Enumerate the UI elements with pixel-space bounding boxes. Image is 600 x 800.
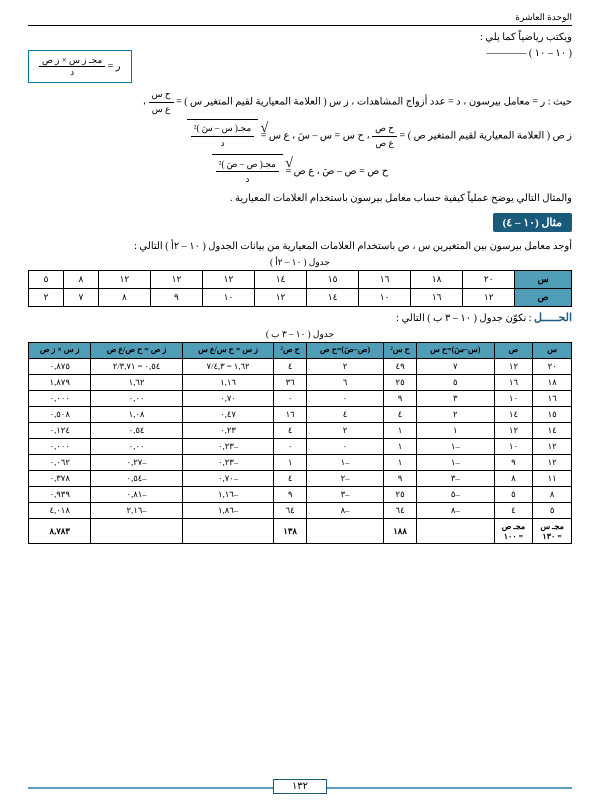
table2-caption: جدول ( ١٠ – ٣ ب ): [28, 329, 572, 340]
where-line: حيث : ر = معامل بيرسون ، د = عدد أزواج ا…: [28, 88, 572, 116]
example-badge: مثال (١٠ – ٤): [493, 213, 572, 232]
table-row: ١٤١٢١١٢٤٠,٢٣٠,٥٤٠,١٢٤: [29, 423, 572, 439]
zy-line: ز ص ( العلامة المعيارية لقيم المتغير ص )…: [28, 119, 572, 150]
unit-header: الوحدة العاشرة: [28, 12, 572, 26]
solution-line: الحـــــل : نكوّن جدول ( ١٠ – ٣ ب ) التا…: [28, 310, 572, 327]
table-row: ١٨١٦٥٢٥٦٣٦١,١٦١,٦٢١,٨٧٩: [29, 375, 572, 391]
table-row: ٥٤–٨٦٤–٨٦٤–١,٨٦–٢,١٦٤,٠١٨: [29, 503, 572, 519]
table-row: ٨٥–٥٢٥–٣٩–١,١٦–٠,٨١٠,٩٣٩: [29, 487, 572, 503]
table-row: ١٦١٠٣٩٠٠٠,٧٠٠,٠٠٠,٠٠٠: [29, 391, 572, 407]
table-row: ١٢٩–١١–١١–٠,٢٣–٠,٢٧٠,٠٦٢: [29, 455, 572, 471]
table-row: ١٢١٠–١١٠٠–٠,٢٣٠,٠٠٠,٠٠٠: [29, 439, 572, 455]
data-table-2: س ص (س–سَ)=ح س ح س² (ص–صَ)=ح ص ح ص² ز س …: [28, 342, 572, 544]
page-number: ١٣٢: [273, 779, 327, 794]
intro-line: ويكتب رياضياً كما يلي :: [28, 30, 572, 45]
table-row: ١٥١٤٢٤٤١٦٠,٤٧١,٠٨٠,٥٠٨: [29, 407, 572, 423]
table-row: ١١٨–٣٩–٢٤–٠,٧٠–٠,٥٤٠,٣٧٨: [29, 471, 572, 487]
main-formula: ر = مجـ ز س × ز صد: [28, 50, 132, 83]
data-table-1: س ٢٠١٨١٦١٥١٤١٢١٢١٢٨٥ ص ١٢١٦١٠١٤١٢١٠٩٨٧٢: [28, 270, 572, 307]
table-row: ٢٠١٢٧٤٩٢٤١,٦٢ = ٧/٤,٣٠,٥٤ = ٢/٣,٧١٠,٨٧٥: [29, 359, 572, 375]
example-prompt: أوجد معامل بيرسون بين المتغيرين س ، ص با…: [28, 239, 572, 254]
hy-block: ح ص = ص – صَ ، ع ص = مجـ( ص – صَ )²د: [28, 154, 572, 187]
table1-caption: جدول ( ١٠ – ٢أ ): [28, 257, 572, 268]
equation-number: ———— ( ١٠ – ١٠ ): [486, 48, 572, 59]
conclude-line: والمثال التالي يوضح عملياً كيفية حساب مع…: [28, 191, 572, 206]
page-footer: ١٣٢: [28, 779, 572, 794]
